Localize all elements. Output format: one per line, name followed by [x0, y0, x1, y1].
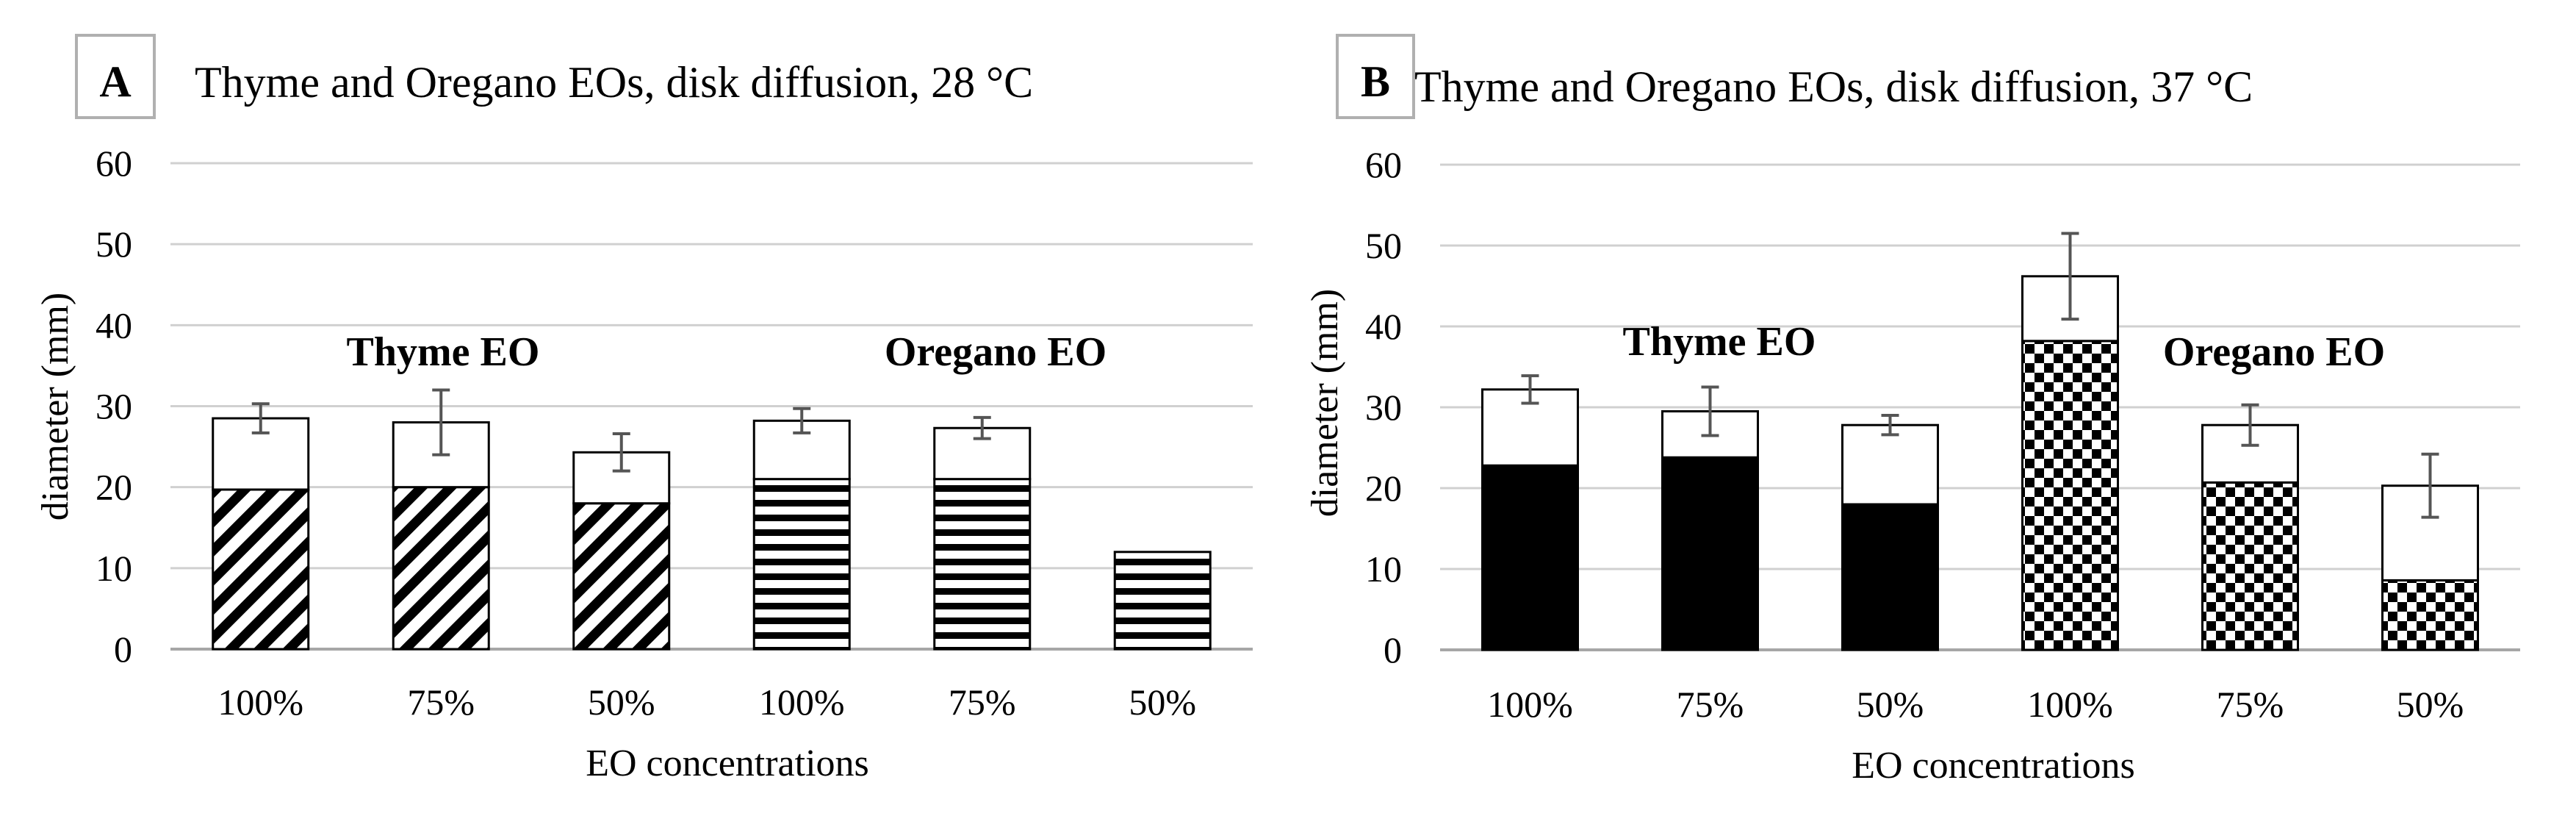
- bar-segment-inner: [752, 478, 851, 651]
- y-tick-label: 0: [1384, 629, 1402, 670]
- y-axis-title: diameter (mm): [35, 293, 76, 520]
- error-bar: [1881, 414, 1899, 437]
- bar-segment-inner: [2021, 340, 2119, 651]
- x-tick-label: 75%: [407, 681, 475, 723]
- x-tick-label: 75%: [949, 681, 1016, 723]
- bar-segment-inner: [1113, 551, 1212, 651]
- chart-panel-b: B Thyme and Oregano EOs, disk diffusion,…: [1304, 34, 2520, 787]
- bar-segment-inner: [212, 488, 310, 651]
- error-bar: [973, 415, 991, 440]
- group-label-thyme: Thyme EO: [1623, 319, 1816, 365]
- bar-segment-inner: [1661, 456, 1759, 651]
- error-bar: [1521, 374, 1539, 405]
- bar-segment-inner: [392, 486, 490, 651]
- y-axis-title: diameter (mm): [1304, 289, 1346, 517]
- x-tick-label: 75%: [2217, 684, 2284, 725]
- y-tick-label: 60: [1365, 144, 1402, 185]
- y-tick-label: 10: [96, 548, 132, 589]
- error-bar: [2241, 403, 2259, 447]
- y-tick-label: 20: [96, 467, 132, 508]
- y-tick-label: 50: [1365, 225, 1402, 266]
- x-tick-label: 50%: [588, 681, 655, 723]
- x-tick-label: 75%: [1677, 684, 1744, 725]
- x-tick-label: 100%: [217, 681, 303, 723]
- error-bar: [251, 402, 270, 434]
- y-tick-label: 30: [96, 386, 132, 427]
- chart-title: Thyme and Oregano EOs, disk diffusion, 2…: [195, 58, 1033, 107]
- panel-letter-box: [1336, 34, 1415, 119]
- y-tick-label: 10: [1365, 548, 1402, 590]
- panel-letter-box: [75, 34, 156, 119]
- error-bar: [793, 407, 811, 434]
- x-axis-title: EO concentrations: [586, 742, 869, 784]
- bar-segment-inner: [2201, 481, 2299, 651]
- bar-segment-outer: [2201, 423, 2299, 484]
- group-label-oregano: Oregano EO: [2163, 329, 2385, 375]
- x-tick-label: 50%: [1129, 681, 1196, 723]
- y-tick-label: 60: [96, 143, 132, 184]
- bar-segment-outer: [1841, 423, 1939, 506]
- error-bar: [432, 388, 450, 457]
- x-tick-label: 100%: [1487, 684, 1573, 725]
- x-tick-label: 100%: [2027, 684, 2113, 725]
- y-tick-label: 40: [96, 304, 132, 346]
- x-tick-label: 100%: [759, 681, 845, 723]
- panel-letter: B: [1361, 57, 1390, 106]
- chart-panel-a: A Thyme and Oregano EOs, disk diffusion,…: [35, 34, 1253, 784]
- group-label-oregano: Oregano EO: [885, 329, 1107, 375]
- error-bar: [1701, 385, 1719, 437]
- y-tick-label: 0: [114, 629, 132, 670]
- bar-segment-inner: [1841, 503, 1939, 651]
- x-tick-label: 50%: [1857, 684, 1924, 725]
- bar-segment-inner: [1481, 464, 1579, 651]
- bar-segment-inner: [933, 478, 1032, 651]
- panel-letter: A: [99, 57, 131, 106]
- y-tick-label: 50: [96, 223, 132, 265]
- bar-segment-inner: [2381, 579, 2479, 651]
- y-tick-label: 20: [1365, 468, 1402, 509]
- chart-title: Thyme and Oregano EOs, disk diffusion, 3…: [1414, 62, 2253, 111]
- x-tick-label: 50%: [2397, 684, 2464, 725]
- error-bar: [2421, 452, 2439, 519]
- group-label-thyme: Thyme EO: [347, 329, 540, 375]
- y-tick-label: 40: [1365, 306, 1402, 347]
- y-tick-label: 30: [1365, 387, 1402, 428]
- x-axis-title: EO concentrations: [1852, 745, 2135, 787]
- error-bar: [2061, 232, 2079, 321]
- error-bar: [612, 432, 630, 473]
- bar-segment-inner: [572, 502, 671, 651]
